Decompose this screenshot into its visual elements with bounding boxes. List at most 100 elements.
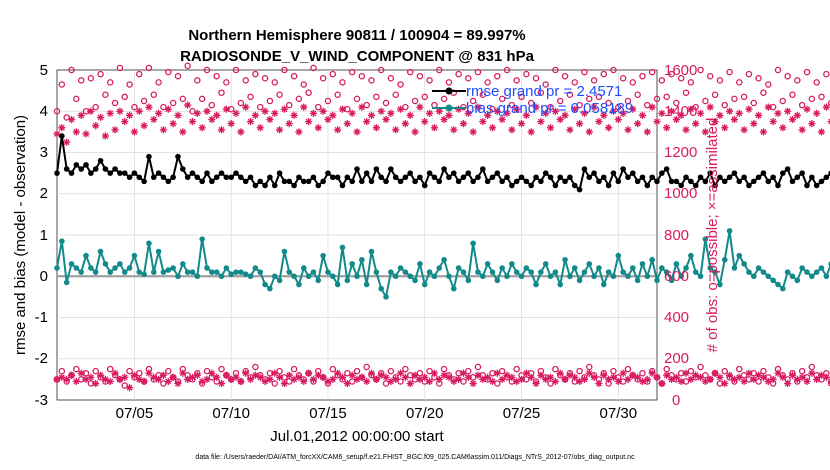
rmse-point xyxy=(92,166,99,172)
obs-assimilated-point xyxy=(295,373,303,381)
x-tick-label: 07/10 xyxy=(212,405,250,422)
obs-possible-point xyxy=(68,66,75,74)
obs-possible-point xyxy=(619,75,627,82)
y-right-tick-label: 800 xyxy=(664,227,689,244)
obs-assimilated-point xyxy=(193,371,201,379)
rmse-point xyxy=(388,166,394,172)
rmse-point xyxy=(88,170,94,176)
x-axis: 07/05 07/10 07/15 07/20 07/25 07/30 xyxy=(116,405,637,422)
obs-assimilated-point xyxy=(285,120,293,128)
obs-assimilated-point xyxy=(416,103,424,111)
obs-assimilated-point xyxy=(246,375,255,383)
bias-point xyxy=(813,269,820,275)
obs-assimilated-point xyxy=(430,124,439,132)
bias-point xyxy=(659,265,665,271)
obs-assimilated-point xyxy=(551,377,559,386)
obs-assimilated-point xyxy=(261,107,269,115)
rmse-point xyxy=(746,182,752,189)
obs-assimilated-point xyxy=(813,109,821,117)
rmse-point xyxy=(784,166,791,172)
obs-assimilated-point xyxy=(551,107,559,115)
obs-assimilated-point xyxy=(484,373,492,381)
obs-assimilated-point xyxy=(455,105,463,113)
obs-assimilated-point xyxy=(392,126,400,134)
rmse-point xyxy=(513,178,520,185)
obs-assimilated-point xyxy=(527,128,535,136)
bias-point xyxy=(755,265,762,271)
bias-point xyxy=(112,265,118,271)
obs-assimilated-point xyxy=(759,373,768,381)
y-axis-left: 5 4 3 2 1 0 -1 -2 -3 xyxy=(35,62,48,409)
obs-possible-point xyxy=(518,93,525,101)
obs-possible-point xyxy=(697,363,704,371)
obs-assimilated-point xyxy=(493,107,501,115)
obs-possible-point xyxy=(334,91,341,99)
rmse-point xyxy=(615,178,622,185)
bias-point xyxy=(97,248,104,255)
bias-point xyxy=(625,273,631,280)
obs-possible-point xyxy=(474,363,482,371)
obs-assimilated-point xyxy=(87,373,95,381)
rmse-point xyxy=(818,178,825,185)
obs-possible-point xyxy=(498,95,506,103)
obs-assimilated-point xyxy=(459,369,468,377)
obs-assimilated-point xyxy=(237,128,245,136)
obs-assimilated-point xyxy=(784,107,792,115)
obs-possible-point xyxy=(290,72,298,80)
bias-point xyxy=(402,269,409,275)
obs-possible-point xyxy=(736,79,743,86)
bias-point xyxy=(484,261,491,267)
bias-point xyxy=(392,273,399,280)
rmse-point xyxy=(363,170,370,176)
obs-possible-point xyxy=(658,77,666,84)
bias-point xyxy=(242,271,249,277)
rmse-point xyxy=(712,182,718,189)
obs-assimilated-point xyxy=(711,369,719,377)
rmse-point xyxy=(717,174,723,181)
obs-possible-point xyxy=(547,103,554,111)
rmse-point xyxy=(804,182,810,189)
bias-point xyxy=(726,228,733,234)
obs-assimilated-point xyxy=(67,115,76,124)
rmse-point xyxy=(296,174,302,181)
bias-point xyxy=(649,256,655,263)
obs-possible-point xyxy=(339,79,346,86)
obs-assimilated-point xyxy=(77,111,85,119)
obs-assimilated-point xyxy=(406,111,414,119)
y-axis-left-label: rmse and bias (model - observation) xyxy=(12,115,29,355)
obs-possible-point xyxy=(305,89,312,96)
obs-assimilated-point xyxy=(822,373,830,381)
obs-possible-point xyxy=(639,72,646,80)
rmse-point xyxy=(83,162,89,168)
obs-assimilated-point xyxy=(590,103,598,111)
obs-possible-point xyxy=(368,77,375,84)
rmse-point xyxy=(683,174,689,181)
obs-assimilated-point xyxy=(696,109,705,117)
obs-possible-point xyxy=(566,91,574,99)
obs-assimilated-point xyxy=(706,103,714,111)
rmse-point xyxy=(59,133,65,139)
obs-possible-point xyxy=(382,99,390,107)
obs-possible-point xyxy=(208,101,216,109)
obs-possible-point xyxy=(706,72,714,80)
rmse-point xyxy=(731,170,738,176)
bias-point xyxy=(509,261,515,267)
bias-point xyxy=(141,271,147,277)
obs-assimilated-point xyxy=(140,377,148,386)
obs-assimilated-point xyxy=(711,117,719,126)
rmse-point xyxy=(499,178,505,185)
obs-assimilated-point xyxy=(440,115,448,124)
rmse-point xyxy=(659,170,665,176)
obs-assimilated-point xyxy=(488,377,497,386)
rmse-point xyxy=(209,178,215,185)
obs-assimilated-point xyxy=(256,124,264,132)
obs-possible-point xyxy=(165,68,172,76)
obs-possible-point xyxy=(92,103,99,111)
rmse-point xyxy=(692,182,699,189)
bias-point xyxy=(639,261,646,267)
obs-assimilated-point xyxy=(309,375,318,383)
obs-assimilated-point xyxy=(464,373,472,381)
obs-assimilated-point xyxy=(367,369,376,377)
y-right-tick-label: 1400 xyxy=(664,103,697,120)
obs-possible-point xyxy=(387,367,395,375)
